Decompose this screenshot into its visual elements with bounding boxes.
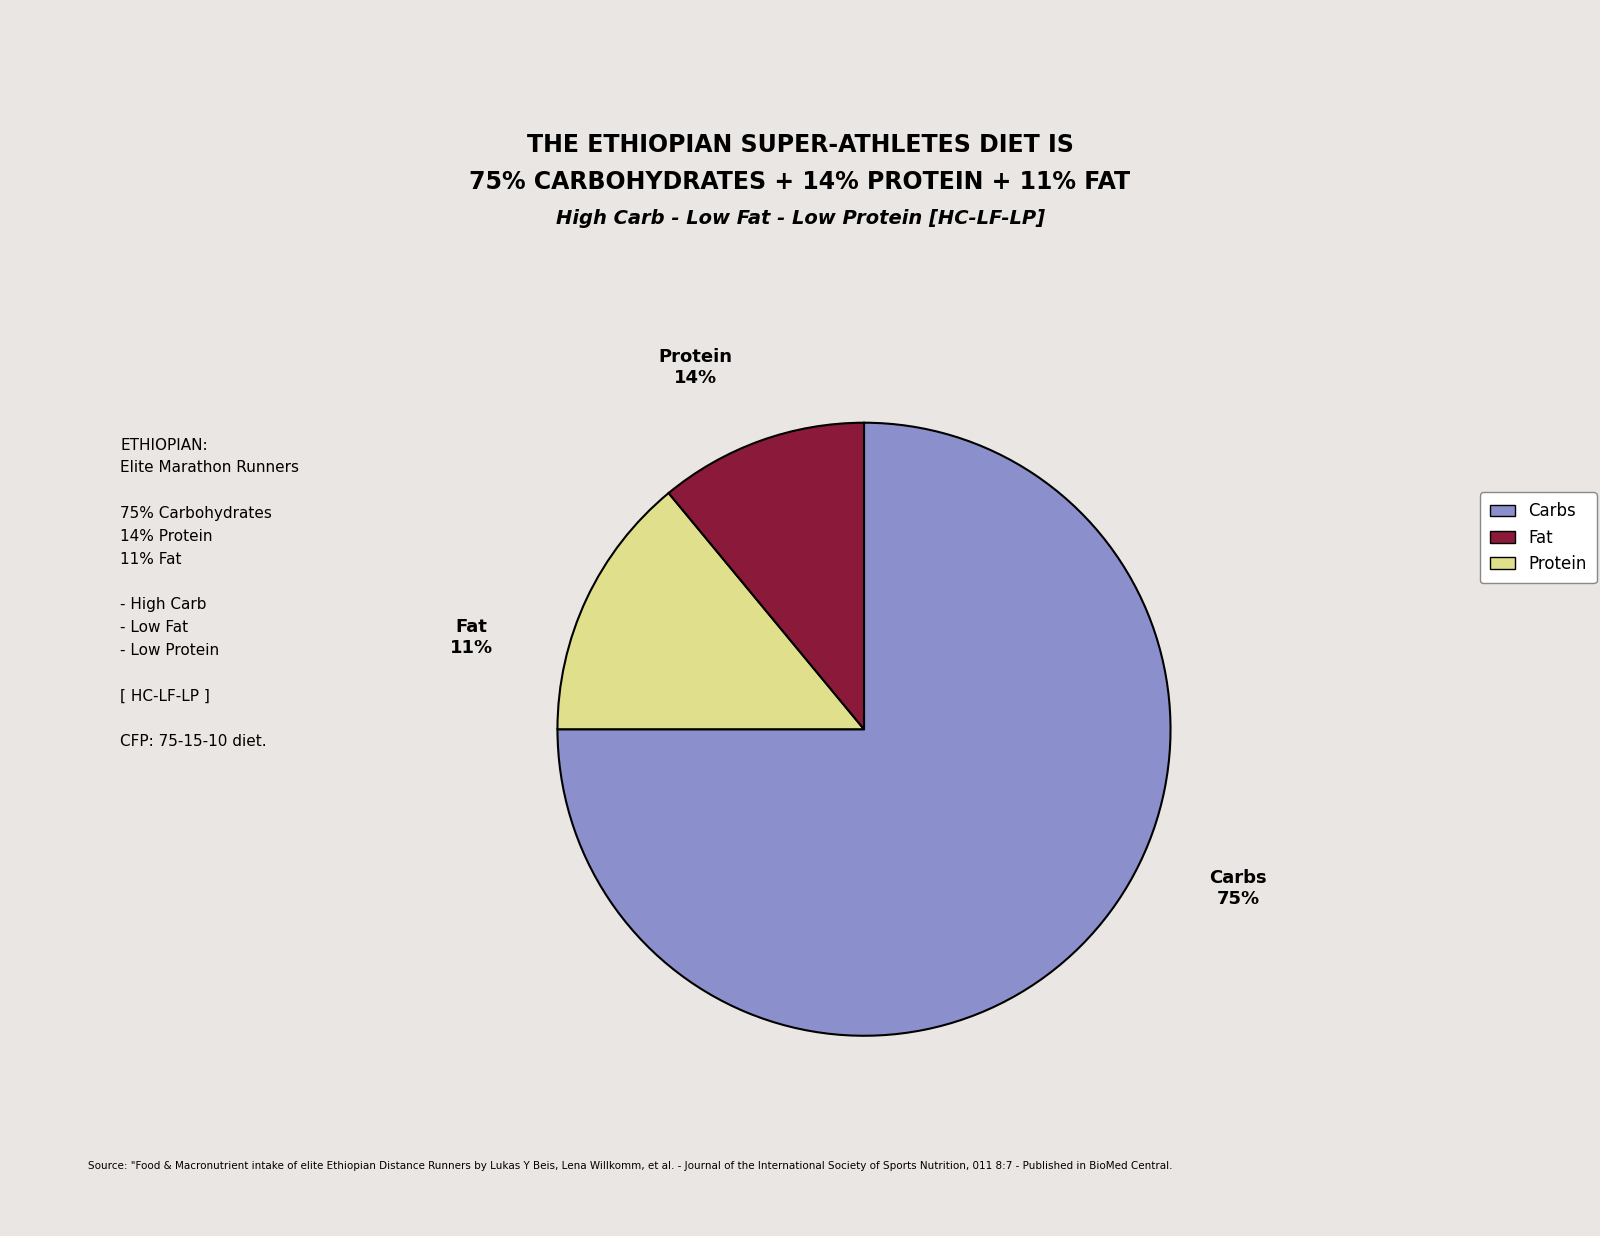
Text: THE ETHIOPIAN SUPER-ATHLETES DIET IS: THE ETHIOPIAN SUPER-ATHLETES DIET IS (526, 132, 1074, 157)
Text: ETHIOPIAN:
Elite Marathon Runners

75% Carbohydrates
14% Protein
11% Fat

- High: ETHIOPIAN: Elite Marathon Runners 75% Ca… (120, 438, 299, 749)
Text: Fat
11%: Fat 11% (450, 618, 493, 656)
Wedge shape (557, 493, 864, 729)
Wedge shape (557, 423, 1171, 1036)
Text: Source: "Food & Macronutrient intake of elite Ethiopian Distance Runners by Luka: Source: "Food & Macronutrient intake of … (88, 1161, 1173, 1170)
Legend: Carbs, Fat, Protein: Carbs, Fat, Protein (1480, 492, 1597, 583)
Text: 75% CARBOHYDRATES + 14% PROTEIN + 11% FAT: 75% CARBOHYDRATES + 14% PROTEIN + 11% FA… (469, 169, 1131, 194)
Text: High Carb - Low Fat - Low Protein [HC-LF-LP]: High Carb - Low Fat - Low Protein [HC-LF… (555, 209, 1045, 229)
Wedge shape (669, 423, 864, 729)
Text: Protein
14%: Protein 14% (659, 349, 733, 387)
Text: Carbs
75%: Carbs 75% (1210, 869, 1267, 908)
